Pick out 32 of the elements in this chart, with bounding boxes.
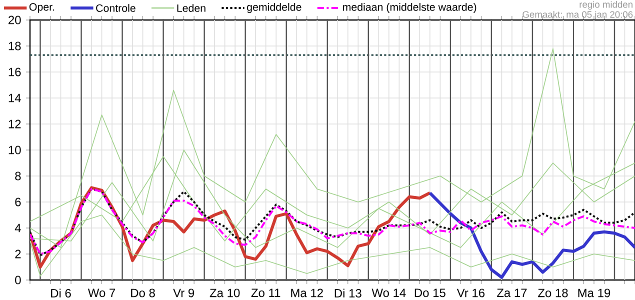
x-tick-label: Do 15 [414, 288, 446, 298]
y-tick-label: 4 [14, 224, 21, 232]
x-tick-label: Do 8 [131, 288, 155, 298]
x-tick-label: Wo 14 [372, 288, 406, 298]
legend-label: Controle [96, 4, 136, 12]
x-tick-label: Di 13 [334, 288, 362, 298]
x-tick-label: Vr 16 [456, 288, 485, 298]
legend-label: mediaan (middelste waarde) [343, 3, 476, 13]
x-tick-label: Wo 7 [88, 288, 116, 298]
x-tick-label: Za 17 [496, 288, 527, 298]
y-tick-label: 20 [8, 16, 21, 24]
y-tick-label: 12 [8, 120, 21, 128]
x-tick-label: Di 6 [51, 288, 71, 298]
x-tick-label: Zo 11 [251, 288, 280, 298]
x-tick-label: Za 10 [210, 288, 240, 298]
y-tick-label: 8 [15, 172, 21, 180]
y-tick-label: 18 [8, 42, 21, 50]
y-tick-label: 2 [15, 250, 21, 258]
x-tick-label: Zo 18 [538, 288, 568, 298]
legend-label: Leden [177, 4, 206, 12]
y-tick-label: 6 [15, 198, 21, 206]
y-tick-label: 0 [15, 276, 21, 284]
y-tick-label: 10 [8, 146, 21, 154]
text: Gemaakt: ma 05 jan 20:06 [522, 10, 633, 20]
x-tick-label: Vr 9 [173, 288, 194, 298]
x-tick-label: Ma 12 [291, 288, 323, 298]
y-tick-label: 16 [8, 68, 21, 76]
y-tick-label: 14 [8, 94, 21, 102]
legend-label: Oper. [29, 3, 54, 13]
x-tick-label: Ma 19 [578, 288, 610, 298]
legend-label: gemiddelde [247, 3, 302, 13]
text: regio midden [580, 0, 632, 10]
